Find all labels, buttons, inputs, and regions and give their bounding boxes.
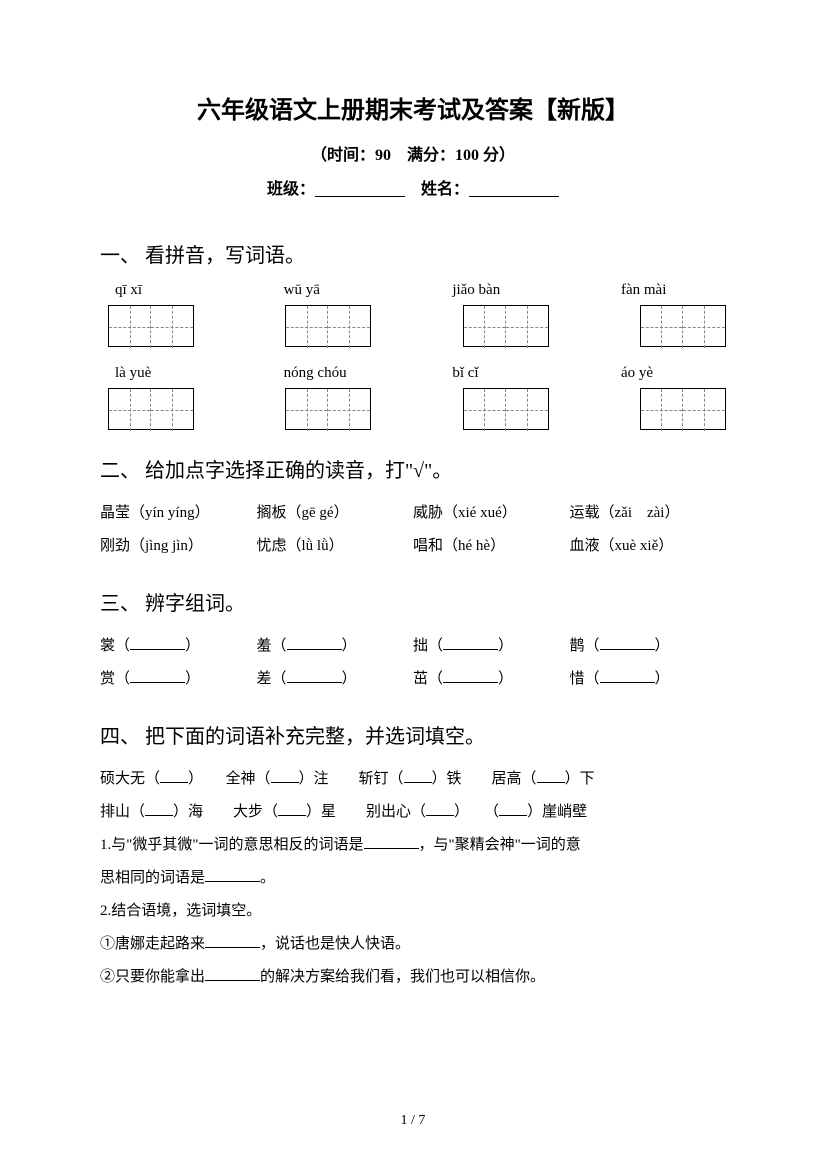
- q2-row: 晶莹（yín yíng） 搁板（gē gé） 威胁（xié xué） 运载（zǎ…: [100, 497, 726, 530]
- q2-header: 二、 给加点字选择正确的读音，打"√"。: [100, 454, 726, 483]
- q4-line3: 1.与"微乎其微"一词的意思相反的词语是，与"聚精会神"一词的意: [100, 829, 726, 862]
- pinyin-item: là yuè: [100, 365, 220, 382]
- fill-blank[interactable]: [160, 782, 188, 783]
- q3-item: 差（）: [257, 663, 414, 696]
- q4-line5: 2.结合语境，选词填空。: [100, 895, 726, 928]
- subtitle: （时间：90 满分：100 分）: [100, 141, 726, 165]
- name-blank[interactable]: [469, 196, 559, 197]
- name-label: 姓名：: [421, 181, 469, 198]
- q3-item: 鹊（）: [570, 630, 727, 663]
- q3-header: 三、 辨字组词。: [100, 587, 726, 616]
- q3-item: 裳（）: [100, 630, 257, 663]
- fill-blank[interactable]: [600, 682, 655, 683]
- fill-blank[interactable]: [443, 649, 498, 650]
- pinyin-item: áo yè: [606, 365, 726, 382]
- fill-blank[interactable]: [205, 980, 260, 981]
- char-box[interactable]: [640, 305, 726, 347]
- q4-line7: ②只要你能拿出的解决方案给我们看，我们也可以相信你。: [100, 961, 726, 994]
- pinyin-row-2: là yuè nóng chóu bǐ cǐ áo yè: [100, 365, 726, 382]
- char-box[interactable]: [640, 388, 726, 430]
- fill-blank[interactable]: [404, 782, 432, 783]
- q2-item: 搁板（gē gé）: [257, 497, 414, 530]
- q2-item: 唱和（hé hè）: [413, 530, 570, 563]
- pinyin-item: wū yā: [269, 282, 389, 299]
- box-row-1: [100, 305, 726, 347]
- fill-blank[interactable]: [271, 782, 299, 783]
- pinyin-item: fàn mài: [606, 282, 726, 299]
- pinyin-item: bǐ cǐ: [437, 365, 557, 382]
- char-box[interactable]: [463, 388, 549, 430]
- q2-item: 刚劲（jìng jìn）: [100, 530, 257, 563]
- fill-blank[interactable]: [130, 649, 185, 650]
- char-box[interactable]: [285, 305, 371, 347]
- q3-item: 惜（）: [570, 663, 727, 696]
- q4-line6: ①唐娜走起路来，说话也是快人快语。: [100, 928, 726, 961]
- pinyin-row-1: qī xī wū yā jiǎo bàn fàn mài: [100, 282, 726, 299]
- q4-line4: 思相同的词语是。: [100, 862, 726, 895]
- char-box[interactable]: [463, 305, 549, 347]
- q2-item: 血液（xuè xiě）: [570, 530, 727, 563]
- class-blank[interactable]: [315, 196, 405, 197]
- char-box[interactable]: [108, 305, 194, 347]
- q3-row: 赏（） 差（） 茁（） 惜（）: [100, 663, 726, 696]
- q2-item: 忧虑（lǜ lǜ）: [257, 530, 414, 563]
- q2-item: 晶莹（yín yíng）: [100, 497, 257, 530]
- fill-blank[interactable]: [205, 881, 260, 882]
- fill-blank[interactable]: [600, 649, 655, 650]
- fill-blank[interactable]: [145, 815, 173, 816]
- q4-line1: 硕大无（） 全神（）注 斩钉（）铁 居高（）下: [100, 763, 726, 796]
- q4-line2: 排山（）海 大步（）星 别出心（） （）崖峭壁: [100, 796, 726, 829]
- char-box[interactable]: [285, 388, 371, 430]
- class-label: 班级：: [267, 181, 315, 198]
- fill-blank[interactable]: [537, 782, 565, 783]
- fill-blank[interactable]: [287, 649, 342, 650]
- fill-blank[interactable]: [278, 815, 306, 816]
- q1-header: 一、 看拼音，写词语。: [100, 239, 726, 268]
- q2-item: 运载（zǎi zài）: [570, 497, 727, 530]
- q3-row: 裳（） 羞（） 拙（） 鹊（）: [100, 630, 726, 663]
- fill-blank[interactable]: [287, 682, 342, 683]
- q3-item: 羞（）: [257, 630, 414, 663]
- page-title: 六年级语文上册期末考试及答案【新版】: [100, 90, 726, 125]
- pinyin-item: nóng chóu: [269, 365, 389, 382]
- pinyin-item: qī xī: [100, 282, 220, 299]
- q2-row: 刚劲（jìng jìn） 忧虑（lǜ lǜ） 唱和（hé hè） 血液（xuè …: [100, 530, 726, 563]
- fill-blank[interactable]: [205, 947, 260, 948]
- q3-item: 茁（）: [413, 663, 570, 696]
- q3-item: 拙（）: [413, 630, 570, 663]
- info-line: 班级： 姓名：: [100, 175, 726, 199]
- fill-blank[interactable]: [130, 682, 185, 683]
- pinyin-item: jiǎo bàn: [437, 282, 557, 299]
- fill-blank[interactable]: [364, 848, 419, 849]
- char-box[interactable]: [108, 388, 194, 430]
- fill-blank[interactable]: [499, 815, 527, 816]
- page-number: 1 / 7: [0, 1113, 826, 1129]
- q3-item: 赏（）: [100, 663, 257, 696]
- q2-item: 威胁（xié xué）: [413, 497, 570, 530]
- fill-blank[interactable]: [426, 815, 454, 816]
- q4-header: 四、 把下面的词语补充完整，并选词填空。: [100, 720, 726, 749]
- box-row-2: [100, 388, 726, 430]
- fill-blank[interactable]: [443, 682, 498, 683]
